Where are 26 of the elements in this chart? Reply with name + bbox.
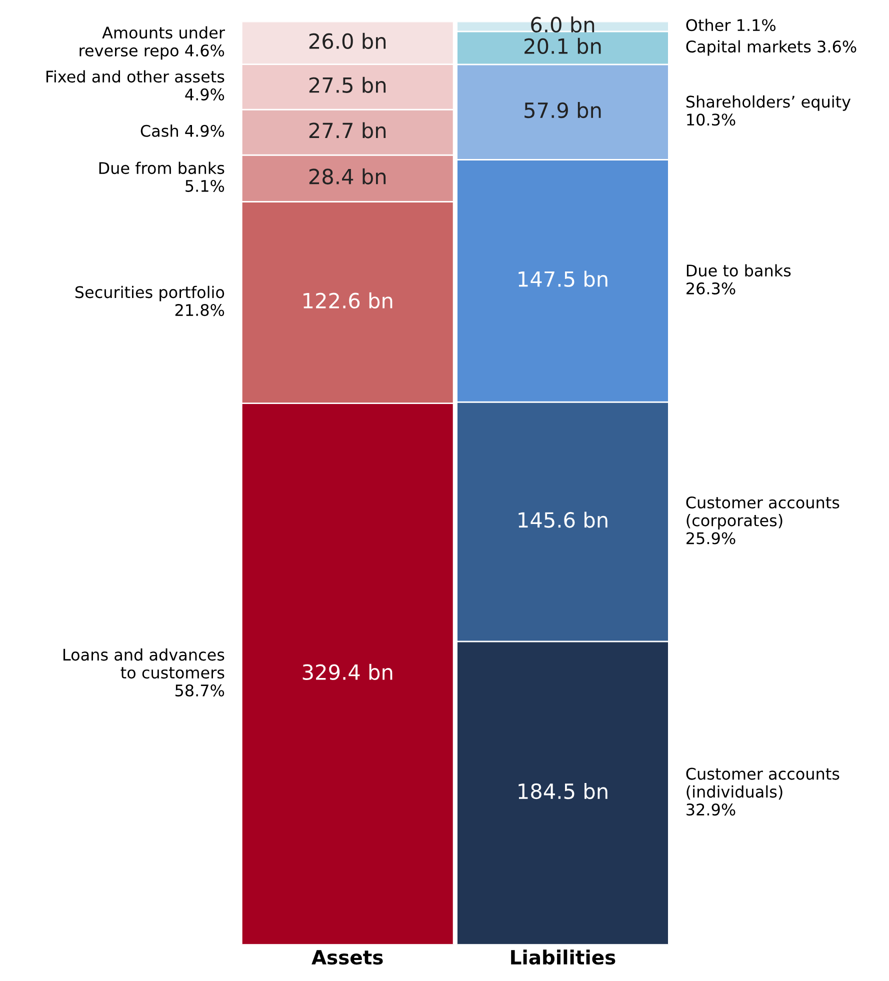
series-label: Cash 4.9% [140, 124, 224, 137]
data-label: 27.5 bn [309, 76, 386, 93]
data-label: 27.7 bn [309, 122, 386, 138]
data-label: 26.0 bn [309, 32, 386, 49]
series-label: Loans and advances to customers 58.7% [63, 648, 224, 696]
data-label: 145.6 bn [518, 512, 608, 528]
data-label: 20.1 bn [524, 38, 601, 54]
data-label: 184.5 bn [518, 782, 608, 800]
data-label: 122.6 bn [304, 292, 392, 309]
series-label: Amounts under reverse repo 4.6% [80, 26, 225, 60]
series-label: Shareholders’ equity 10.3% [686, 95, 851, 126]
series-label: Other 1.1% [686, 18, 776, 32]
series-label: Fixed and other assets 4.9% [46, 70, 224, 100]
data-label: 28.4 bn [309, 168, 386, 184]
series-label: Customer accounts (individuals) 32.9% [686, 768, 840, 816]
x-tick-label: Assets [312, 950, 383, 965]
x-tick-label: Liabilities [511, 950, 616, 965]
series-label: Customer accounts (corporates) 25.9% [686, 496, 840, 544]
data-label: 147.5 bn [518, 270, 608, 287]
series-label: Capital markets 3.6% [686, 40, 856, 56]
data-label: 57.9 bn [524, 102, 601, 118]
series-label: Due to banks 26.3% [686, 264, 791, 294]
data-label: 6.0 bn [531, 16, 594, 33]
series-label: Securities portfolio 21.8% [75, 286, 224, 316]
series-label: Due from banks 5.1% [99, 162, 224, 192]
data-label: 329.4 bn [302, 664, 392, 680]
